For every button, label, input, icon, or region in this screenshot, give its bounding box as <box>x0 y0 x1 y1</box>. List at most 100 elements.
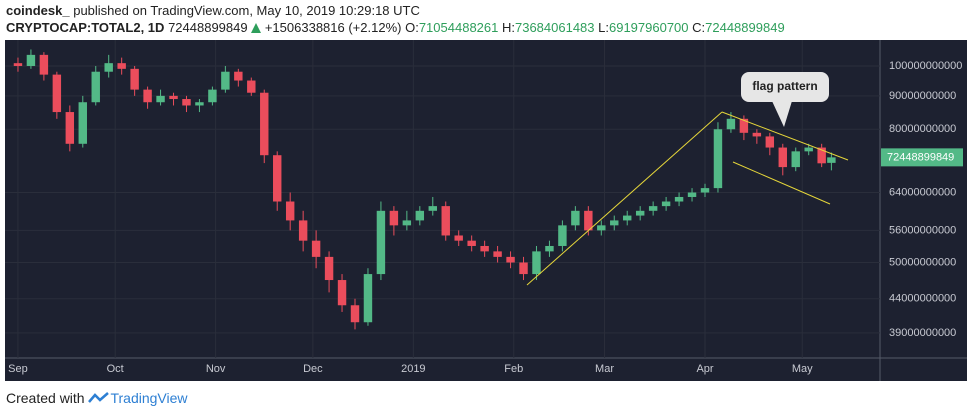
candle-body <box>298 220 308 241</box>
last-price: 72448899849 <box>168 20 248 35</box>
x-tick-label: Sep <box>8 363 28 375</box>
footer-brand: TradingView <box>110 390 188 406</box>
trend-line <box>721 111 849 161</box>
candle-body <box>752 132 762 137</box>
candle-body <box>467 240 476 246</box>
symbol: CRYPTOCAP:TOTAL2, 1D <box>6 20 165 35</box>
callout-box <box>741 72 829 102</box>
x-tick-label: Apr <box>696 363 713 375</box>
candle-body <box>635 210 645 216</box>
candle-body <box>506 256 515 263</box>
candle-body <box>13 63 23 66</box>
footer-text: Created with <box>6 390 85 406</box>
y-tick-label: 50000000000 <box>889 256 956 268</box>
x-tick-label: 2019 <box>401 363 425 375</box>
candle-body <box>117 63 126 69</box>
trend-line <box>732 161 831 205</box>
candle-body <box>104 63 113 72</box>
y-tick-label: 90000000000 <box>889 90 956 102</box>
candle-body <box>739 118 749 133</box>
candle-body <box>441 206 450 236</box>
candle-body <box>648 206 658 211</box>
candle-body <box>454 235 463 241</box>
candle-body <box>804 147 813 152</box>
y-tick-label: 100000000000 <box>889 60 962 72</box>
candle-body <box>143 89 152 103</box>
candle-body <box>195 102 204 106</box>
candle-body <box>337 280 347 306</box>
candle-body <box>791 151 800 168</box>
candle-body <box>765 136 775 148</box>
symbol-line: CRYPTOCAP:TOTAL2, 1D 72448899849 +150633… <box>6 19 785 36</box>
candle-body <box>480 245 489 252</box>
trend-line <box>526 111 723 286</box>
candle-body <box>376 210 386 275</box>
low: 69197960700 <box>608 20 689 35</box>
candle-body <box>52 74 62 113</box>
trend-lines <box>526 111 849 286</box>
candle-body <box>519 262 528 275</box>
candle-body <box>130 68 139 90</box>
author: coindesk_ <box>6 3 70 18</box>
o-label: O: <box>405 20 419 35</box>
y-tick-label: 80000000000 <box>889 123 956 135</box>
candle-body <box>285 201 295 221</box>
l-label: L: <box>598 20 609 35</box>
annotation: flag pattern <box>752 79 817 93</box>
candle-body <box>169 95 178 100</box>
x-tick-label: Mar <box>595 363 614 375</box>
candle-body <box>687 192 697 197</box>
candle-body <box>234 71 243 81</box>
candle-body <box>827 157 836 163</box>
candle-body <box>221 71 230 90</box>
candle-body <box>208 89 217 103</box>
candle-body <box>545 245 554 252</box>
candle-body <box>532 251 541 275</box>
candle-body <box>65 112 75 144</box>
candle-body <box>311 240 321 257</box>
x-tick-label: Oct <box>107 363 124 375</box>
close: 72448899849 <box>705 20 785 35</box>
publish-line: coindesk_ published on TradingView.com, … <box>6 2 785 19</box>
candle-body <box>363 274 373 323</box>
open: 71054488261 <box>418 20 499 35</box>
chart: flag pattern 100000000000 90000000000 8000… <box>5 40 967 381</box>
candle-body <box>78 102 87 144</box>
candle-body <box>260 92 269 156</box>
grid <box>5 40 880 358</box>
candle-body <box>402 220 412 226</box>
y-tick-label: 56000000000 <box>889 224 956 236</box>
candle-body <box>817 147 826 164</box>
c-label: C: <box>692 20 706 35</box>
candle-body <box>674 196 684 202</box>
candle-body <box>778 147 787 168</box>
up-arrow <box>251 23 262 33</box>
y-tick-label: 39000000000 <box>889 327 956 339</box>
published: published on TradingView.com, May 10, 20… <box>73 3 420 18</box>
candle-body <box>610 220 619 226</box>
price-tag <box>881 148 963 167</box>
footer: Created with TradingView <box>6 390 188 406</box>
candle-body <box>389 210 399 226</box>
candle-body <box>91 71 100 103</box>
candle-body <box>39 54 49 75</box>
header: coindesk_ published on TradingView.com, … <box>6 2 785 36</box>
candle-body <box>584 210 593 231</box>
candle-body <box>182 99 191 106</box>
h-label: H: <box>501 20 515 35</box>
candle-body <box>558 225 567 246</box>
candle-body <box>428 206 437 211</box>
candle-body <box>713 129 723 189</box>
change: +1506338816 (+2.12%) <box>264 20 402 35</box>
candle-body <box>350 305 360 323</box>
x-tick-label: Dec <box>303 363 323 375</box>
y-tick-label: 64000000000 <box>889 186 956 198</box>
candle-body <box>156 95 165 103</box>
candle-body <box>247 80 256 93</box>
candles <box>13 49 836 330</box>
y-tick-label: 44000000000 <box>889 293 956 305</box>
candle-body <box>623 215 632 221</box>
high: 73684061483 <box>514 20 595 35</box>
candle-body <box>493 251 502 257</box>
